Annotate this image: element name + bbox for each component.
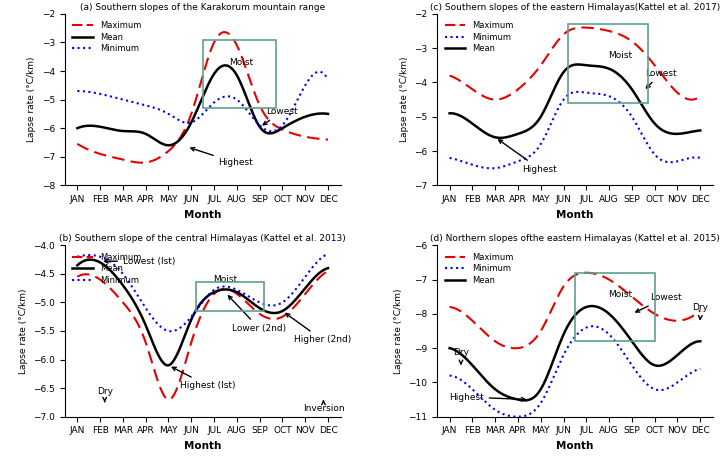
X-axis label: Month: Month	[184, 441, 221, 451]
Title: (a) Southern slopes of the Karakorum mountain range: (a) Southern slopes of the Karakorum mou…	[80, 3, 325, 12]
Text: Lower (2nd): Lower (2nd)	[228, 296, 287, 333]
Text: Lowest: Lowest	[636, 293, 682, 312]
Title: (d) Northern slopes ofthe eastern Himalayas (Kattel et al. 2015): (d) Northern slopes ofthe eastern Himala…	[430, 234, 720, 243]
Legend: Maximum, Minimum, Mean: Maximum, Minimum, Mean	[441, 18, 517, 57]
X-axis label: Month: Month	[557, 441, 593, 451]
Text: Dry: Dry	[96, 387, 113, 401]
Text: Lowest: Lowest	[264, 107, 298, 125]
Y-axis label: Lapse rate (°C/km): Lapse rate (°C/km)	[27, 57, 36, 142]
Legend: Maximum, Mean, Minimum: Maximum, Mean, Minimum	[69, 18, 145, 57]
Text: Inversion: Inversion	[302, 401, 344, 413]
Y-axis label: Lapse rate (°C/km): Lapse rate (°C/km)	[400, 57, 408, 142]
Text: Moist: Moist	[213, 275, 238, 284]
Text: Lowest: Lowest	[646, 69, 678, 88]
Text: Highest: Highest	[191, 148, 253, 167]
Title: (b) Southern slope of the central Himalayas (Kattel et al. 2013): (b) Southern slope of the central Himala…	[59, 234, 346, 243]
Text: Moist: Moist	[230, 58, 253, 67]
Text: Lowest (lst): Lowest (lst)	[104, 257, 175, 266]
Legend: Maximum, Mean, Minimum: Maximum, Mean, Minimum	[69, 250, 145, 288]
Title: (c) Southern slopes of the eastern Himalayas(Kattel et al. 2017): (c) Southern slopes of the eastern Himal…	[430, 3, 720, 12]
Y-axis label: Lapse rate (°C/km): Lapse rate (°C/km)	[19, 288, 27, 374]
Text: Moist: Moist	[608, 51, 633, 61]
Text: Moist: Moist	[608, 290, 633, 299]
Text: Dry: Dry	[692, 303, 708, 319]
Text: Highest: Highest	[499, 140, 557, 174]
Text: Dry: Dry	[453, 348, 469, 364]
X-axis label: Month: Month	[557, 210, 593, 219]
Text: Highest (lst): Highest (lst)	[172, 367, 235, 390]
Text: Highest: Highest	[449, 393, 525, 401]
Text: Higher (2nd): Higher (2nd)	[286, 313, 351, 344]
Legend: Maximum, Minimum, Mean: Maximum, Minimum, Mean	[441, 250, 517, 288]
Y-axis label: Lapse rate (°C/km): Lapse rate (°C/km)	[394, 288, 402, 374]
X-axis label: Month: Month	[184, 210, 221, 219]
